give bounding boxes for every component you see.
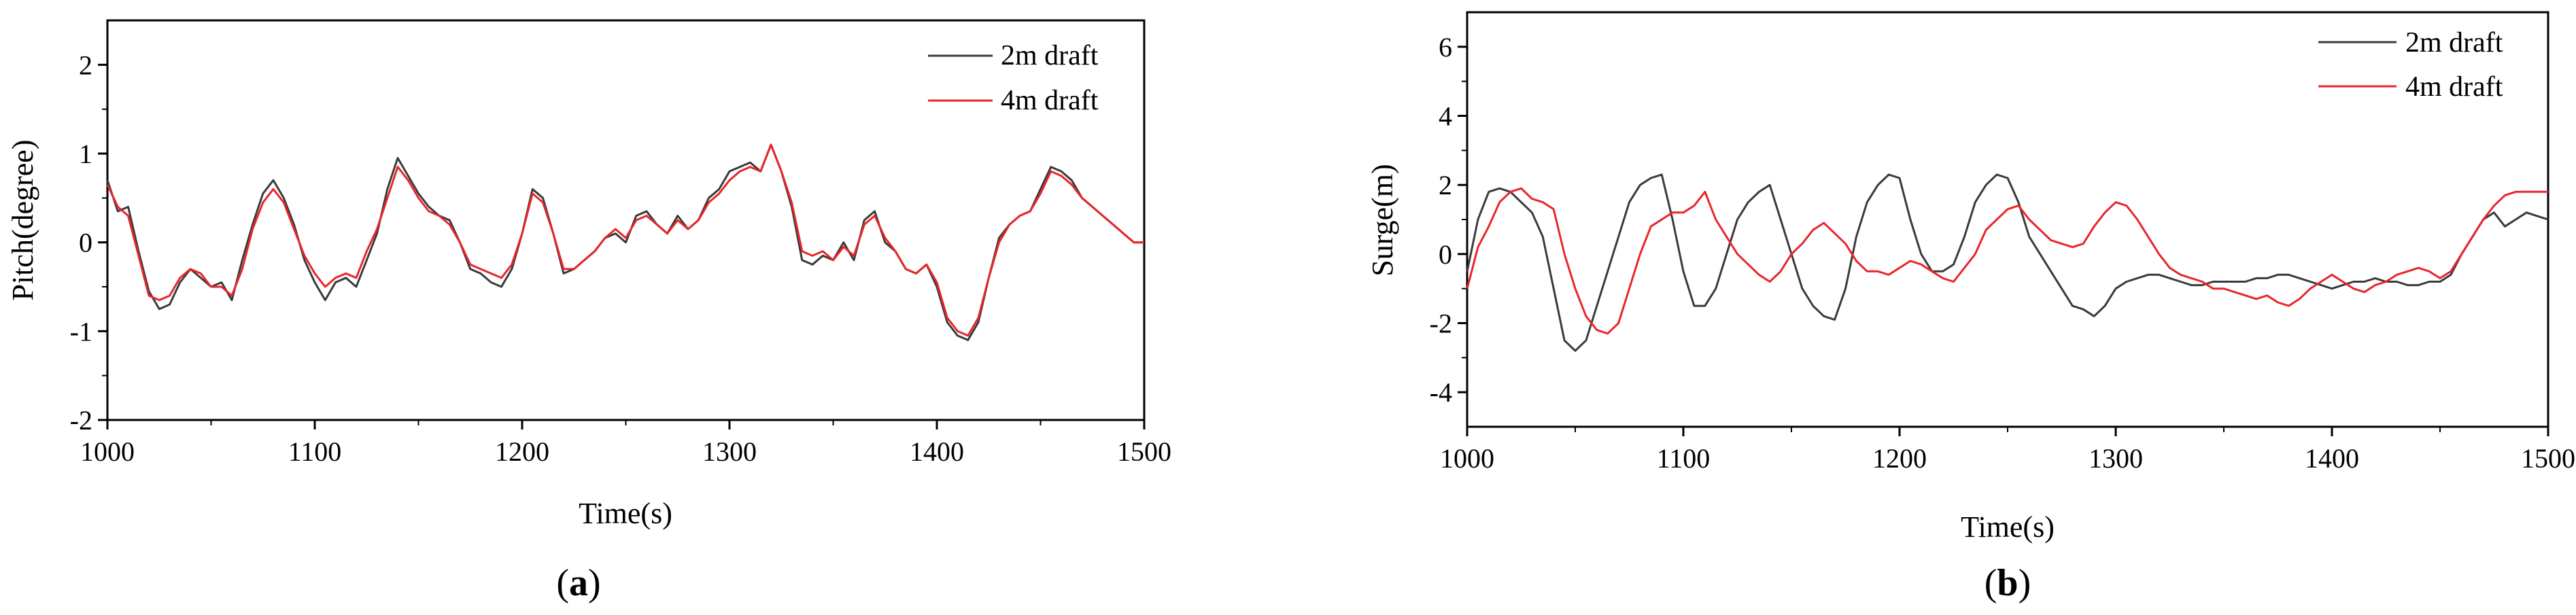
series-line-4m-draft xyxy=(106,143,1144,337)
legend: 2m draft 4m draft xyxy=(2318,27,2503,103)
series-line-4m-draft xyxy=(1466,187,2548,335)
x-axis-label: Time(s) xyxy=(1961,510,2055,544)
y-tick-label: 2 xyxy=(1439,170,1452,200)
panel-b: -4 -2 0 2 4 6 1000 1100 1200 1300 1400 1500 Surge(… xyxy=(1366,11,2575,604)
legend-label-4m-draft: 4m draft xyxy=(2405,71,2503,103)
x-tick-label: 1300 xyxy=(2089,443,2143,474)
y-axis-label: Surge(m) xyxy=(1366,164,1399,276)
x-tick-label: 1500 xyxy=(1117,436,1171,467)
y-tick-label: 0 xyxy=(79,228,92,258)
legend: 2m draft 4m draft xyxy=(928,40,1099,116)
x-tick-label: 1200 xyxy=(495,436,549,467)
x-axis-ticks: 1000 1100 1200 1300 1400 1500 xyxy=(80,420,1171,467)
panel-a: -2 -1 0 1 2 1000 1100 1200 1300 1400 1500 Pitch(d… xyxy=(6,19,1171,604)
y-axis-ticks: -4 -2 0 2 4 6 xyxy=(1430,32,1467,408)
x-tick-label: 1400 xyxy=(910,436,964,467)
x-tick-label: 1100 xyxy=(1657,443,1711,474)
y-axis-label: Pitch(degree) xyxy=(6,140,39,301)
x-tick-label: 1500 xyxy=(2521,443,2575,474)
x-tick-label: 1200 xyxy=(1872,443,1927,474)
x-axis-label: Time(s) xyxy=(579,497,672,530)
y-tick-label: 6 xyxy=(1439,32,1452,63)
panel-label-b: (b) xyxy=(1985,562,2031,604)
y-axis-ticks: -2 -1 0 1 2 xyxy=(70,50,107,436)
y-tick-label: 1 xyxy=(79,139,92,169)
legend-label-4m-draft: 4m draft xyxy=(1001,85,1099,116)
plot-frame xyxy=(1466,11,2549,428)
y-tick-label: -4 xyxy=(1430,377,1452,408)
x-tick-label: 1000 xyxy=(1440,443,1494,474)
series-line-2m-draft xyxy=(1466,173,2549,352)
y-tick-label: 2 xyxy=(79,50,92,80)
series-lines xyxy=(106,143,1144,341)
x-tick-label: 1000 xyxy=(80,436,135,467)
x-tick-label: 1300 xyxy=(702,436,757,467)
x-tick-label: 1100 xyxy=(288,436,342,467)
panel-label-a: (a) xyxy=(556,562,600,604)
y-tick-label: -2 xyxy=(70,405,92,436)
plot-frame xyxy=(106,19,1146,421)
y-tick-label: 0 xyxy=(1439,239,1452,270)
x-axis-ticks: 1000 1100 1200 1300 1400 1500 xyxy=(1440,427,2575,474)
series-line-2m-draft xyxy=(106,143,1144,341)
legend-label-2m-draft: 2m draft xyxy=(2405,27,2503,58)
series-lines xyxy=(1466,173,2549,352)
y-tick-label: -2 xyxy=(1430,309,1452,339)
y-tick-label: 4 xyxy=(1439,101,1452,132)
legend-label-2m-draft: 2m draft xyxy=(1001,40,1099,71)
y-tick-label: -1 xyxy=(70,316,92,347)
x-tick-label: 1400 xyxy=(2305,443,2359,474)
